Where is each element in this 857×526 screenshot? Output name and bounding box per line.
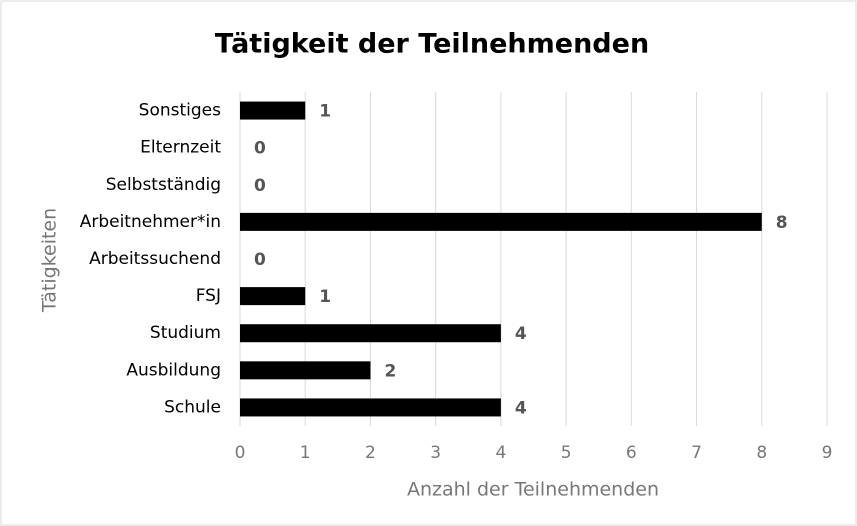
x-tick-label: 4 [495,443,506,463]
data-label: 1 [319,287,331,307]
x-tick-label: 6 [626,443,637,463]
x-axis-title: Anzahl der Teilnehmenden [407,479,659,501]
bar [240,212,762,231]
data-label: 2 [384,361,396,381]
bar [240,101,306,120]
x-tick-label: 5 [561,443,572,463]
data-label: 4 [515,324,527,344]
x-tick-label: 2 [365,443,376,463]
y-tick-label: Ausbildung [126,360,221,380]
data-label: 0 [254,176,266,196]
x-tick-label: 8 [756,443,767,463]
x-tick-label: 0 [235,443,246,463]
y-tick-label: Sonstiges [139,101,221,121]
bar [240,324,501,343]
x-tick-label: 1 [300,443,311,463]
data-label: 0 [254,139,266,159]
x-tick-label: 7 [691,443,702,463]
data-label: 4 [515,398,527,418]
data-label: 1 [319,102,331,122]
y-tick-label: Arbeitssuchend [89,249,221,269]
bar [240,398,501,417]
y-tick-label: Arbeitnehmer*in [80,212,221,232]
bar [240,287,306,306]
x-tick-label: 3 [430,443,441,463]
chart-title: Tätigkeit der Teilnehmenden [215,29,649,60]
data-label: 8 [776,213,788,233]
y-tick-label: Selbstständig [106,175,221,195]
y-tick-label: Schule [164,397,221,417]
x-tick-label: 9 [822,443,833,463]
y-tick-label: Studium [150,323,221,343]
data-label: 0 [254,250,266,270]
y-tick-label: FSJ [196,286,221,306]
y-axis-title: Tätigkeiten [39,208,61,313]
bar [240,361,371,380]
y-tick-label: Elternzeit [140,138,221,158]
